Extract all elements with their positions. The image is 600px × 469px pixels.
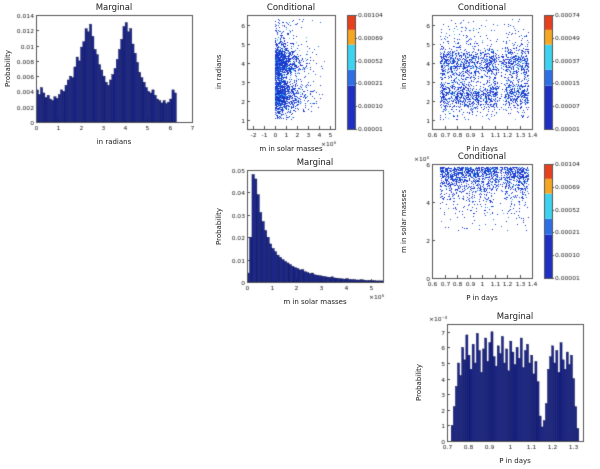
y-axis-label: m in solar masses [400, 189, 408, 253]
chart-title: Marginal [95, 3, 133, 13]
chart-title: Conditional [457, 3, 507, 13]
x-axis-label: P in days [499, 457, 531, 465]
x-axis-label: in radians [96, 138, 132, 146]
chart-conditional-P-m: Conditional P in days m in solar masses [398, 152, 590, 302]
y-axis-label: Probability [215, 207, 223, 245]
marginal-P-canvas [413, 312, 593, 465]
conditional-m-radians-canvas [213, 3, 393, 153]
chart-title: Conditional [266, 3, 316, 13]
chart-marginal-P: Marginal P in days Probability [413, 312, 593, 465]
chart-marginal-radians: Marginal in radians Probability [2, 3, 202, 146]
conditional-P-m-canvas [398, 152, 590, 302]
marginal-radians-canvas [2, 3, 202, 146]
y-axis-label: in radians [400, 54, 408, 90]
conditional-P-radians-canvas [398, 3, 590, 153]
y-axis-label: in radians [215, 54, 223, 90]
chart-marginal-m: Marginal m in solar masses Probability [213, 158, 393, 306]
chart-title: Conditional [457, 152, 507, 162]
y-axis-label: Probability [415, 364, 423, 402]
marginal-m-canvas [213, 158, 393, 306]
chart-conditional-P-radians: Conditional P in days in radians [398, 3, 590, 153]
chart-conditional-m-radians: Conditional m in solar masses in radians [213, 3, 393, 153]
x-axis-label: P in days [466, 145, 498, 153]
x-axis-label: m in solar masses [283, 298, 347, 306]
x-axis-label: P in days [466, 294, 498, 302]
x-axis-label: m in solar masses [259, 145, 323, 153]
y-axis-label: Probability [4, 50, 12, 88]
chart-title: Marginal [296, 158, 334, 168]
chart-title: Marginal [496, 312, 534, 322]
